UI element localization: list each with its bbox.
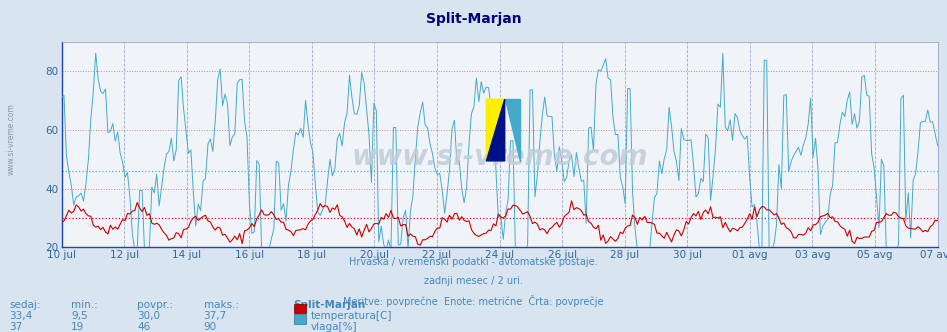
Text: vlaga[%]: vlaga[%] bbox=[311, 322, 357, 332]
Polygon shape bbox=[505, 99, 520, 161]
Text: www.si-vreme.com: www.si-vreme.com bbox=[7, 104, 16, 175]
Text: 46: 46 bbox=[137, 322, 151, 332]
Text: Split-Marjan: Split-Marjan bbox=[294, 300, 366, 310]
Text: 19: 19 bbox=[71, 322, 84, 332]
Text: 37,7: 37,7 bbox=[204, 311, 227, 321]
Text: temperatura[C]: temperatura[C] bbox=[311, 311, 392, 321]
Text: 90: 90 bbox=[204, 322, 217, 332]
Text: min.:: min.: bbox=[71, 300, 98, 310]
Text: www.si-vreme.com: www.si-vreme.com bbox=[351, 143, 648, 171]
Text: Meritve: povprečne  Enote: metrične  Črta: povprečje: Meritve: povprečne Enote: metrične Črta:… bbox=[343, 295, 604, 307]
Text: 30,0: 30,0 bbox=[137, 311, 160, 321]
Text: 9,5: 9,5 bbox=[71, 311, 88, 321]
Text: sedaj:: sedaj: bbox=[9, 300, 41, 310]
Text: povpr.:: povpr.: bbox=[137, 300, 173, 310]
Polygon shape bbox=[487, 99, 505, 161]
Text: Split-Marjan: Split-Marjan bbox=[426, 12, 521, 26]
Polygon shape bbox=[487, 99, 505, 161]
Text: 33,4: 33,4 bbox=[9, 311, 33, 321]
Text: maks.:: maks.: bbox=[204, 300, 239, 310]
Text: zadnji mesec / 2 uri.: zadnji mesec / 2 uri. bbox=[424, 276, 523, 286]
Text: 37: 37 bbox=[9, 322, 23, 332]
Text: Hrvaška / vremenski podatki - avtomatske postaje.: Hrvaška / vremenski podatki - avtomatske… bbox=[349, 256, 598, 267]
